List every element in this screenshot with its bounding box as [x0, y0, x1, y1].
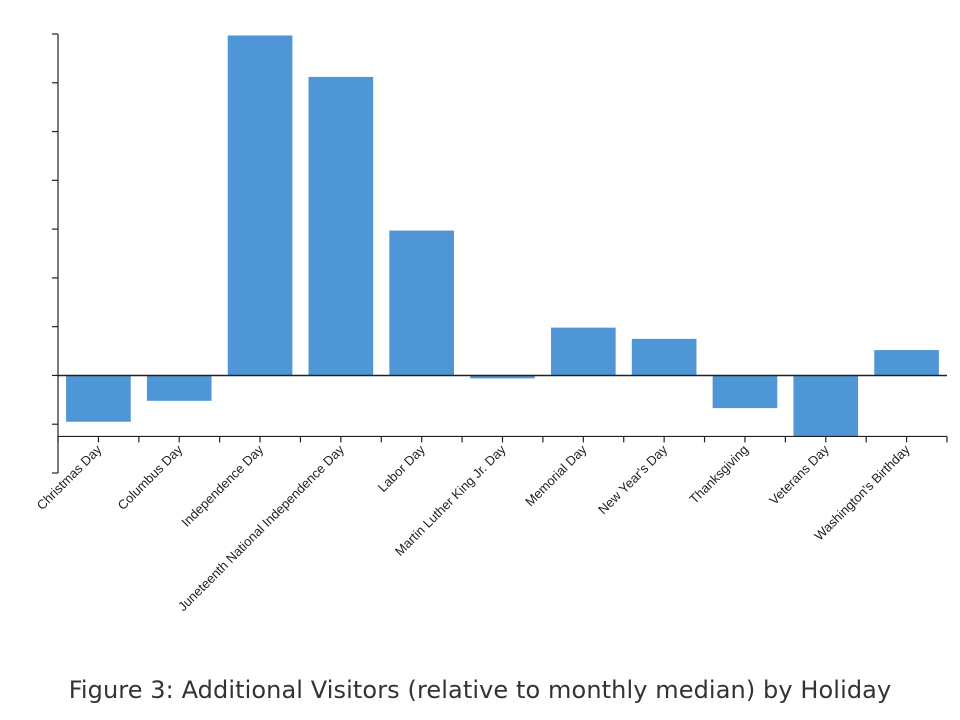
- bar-martin-luther-king-jr-day: [470, 375, 535, 379]
- x-tick-label-juneteenth-national-independence-day: Juneteenth National Independence Day: [175, 442, 347, 614]
- bar-labor-day: [389, 230, 454, 376]
- bar-new-year-s-day: [631, 338, 697, 376]
- x-tick-label-new-year-s-day: New Year's Day: [595, 442, 671, 518]
- x-tick-label-labor-day: Labor Day: [375, 442, 428, 495]
- bars-layer: [66, 35, 939, 437]
- bar-washington-s-birthday: [874, 350, 939, 376]
- bar-veterans-day: [793, 375, 859, 437]
- x-tick-label-thanksgiving: Thanksgiving: [686, 442, 751, 507]
- x-tick-label-memorial-day: Memorial Day: [522, 442, 590, 510]
- bar-columbus-day: [146, 375, 212, 401]
- chart-caption: Figure 3: Additional Visitors (relative …: [68, 676, 892, 704]
- x-tick-label-columbus-day: Columbus Day: [114, 442, 185, 513]
- axes-layer: [52, 33, 948, 474]
- bar-memorial-day: [550, 327, 616, 376]
- bar-juneteenth-national-independence-day: [308, 76, 374, 376]
- x-tick-label-independence-day: Independence Day: [178, 442, 266, 530]
- x-tick-label-christmas-day: Christmas Day: [34, 442, 105, 513]
- x-tick-label-veterans-day: Veterans Day: [766, 442, 832, 508]
- bar-thanksgiving: [712, 375, 778, 409]
- bar-independence-day: [227, 35, 293, 376]
- bar-christmas-day: [66, 375, 131, 422]
